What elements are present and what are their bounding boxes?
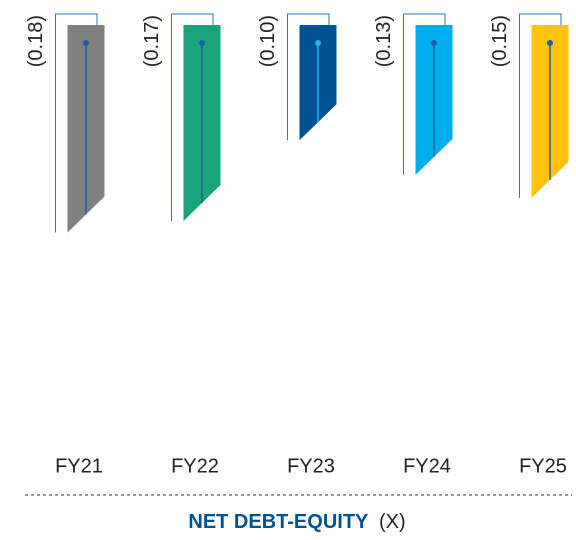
- bar-dot: [431, 40, 437, 46]
- value-label: (0.13): [373, 15, 395, 67]
- chart-title: NET DEBT-EQUITY (X): [188, 511, 405, 533]
- bracket: [403, 13, 446, 175]
- x-tick-label: FY24: [403, 455, 451, 477]
- x-tick-label: FY25: [519, 455, 567, 477]
- title-unit: (X): [379, 511, 406, 533]
- x-tick-label: FY21: [55, 455, 103, 477]
- bracket: [171, 13, 214, 221]
- bar-dot: [315, 40, 321, 46]
- bar-dot: [199, 40, 205, 46]
- value-label: (0.10): [257, 15, 279, 67]
- title-main: NET DEBT-EQUITY: [188, 511, 369, 533]
- bracket: [519, 13, 562, 198]
- bar-dot: [83, 40, 89, 46]
- bracket: [55, 13, 98, 233]
- bracket: [287, 13, 330, 141]
- x-tick-label: FY22: [171, 455, 219, 477]
- value-label: (0.17): [141, 15, 163, 67]
- bar-dot: [547, 40, 553, 46]
- x-tick-label: FY23: [287, 455, 335, 477]
- value-label: (0.15): [489, 15, 511, 67]
- value-label: (0.18): [25, 15, 47, 67]
